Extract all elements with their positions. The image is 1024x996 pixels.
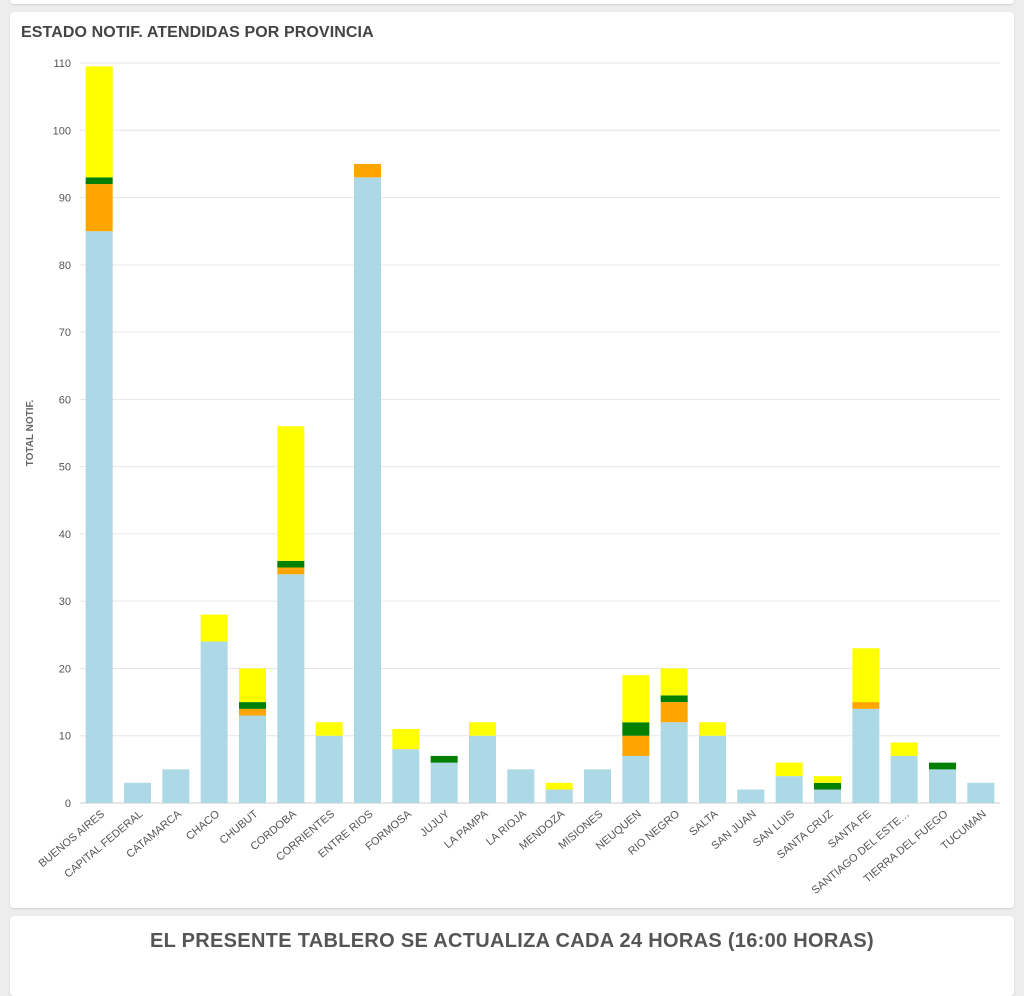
bar-segment [699, 735, 726, 803]
chart-panel: ESTADO NOTIF. ATENDIDAS POR PROVINCIA 0 1… [10, 12, 1014, 908]
y-tick-label: 80 [59, 260, 71, 272]
bar-segment [124, 782, 151, 803]
bar-segment [852, 708, 880, 803]
bar-segment [469, 735, 496, 803]
x-tick-label: LA PAMPA [442, 808, 491, 852]
bar-segment [277, 567, 305, 575]
bar-segment [814, 789, 841, 803]
bar-segment [890, 755, 918, 803]
y-tick-label: 70 [59, 327, 71, 339]
y-tick-label: 100 [53, 125, 71, 137]
bar-segment [162, 769, 190, 803]
bar-segment [699, 722, 726, 736]
bar-segment [85, 66, 113, 178]
y-tick-label: 20 [59, 663, 71, 675]
bar-segment [239, 702, 266, 709]
x-tick-label: BUENOS AIRES [37, 808, 107, 870]
bar-segment [584, 769, 611, 803]
y-tick-label: 50 [59, 462, 71, 474]
bar-segment [545, 789, 573, 803]
previous-panel-edge [10, 0, 1014, 4]
y-tick-label: 0 [65, 798, 71, 810]
y-axis-title: TOTAL NOTIF. [25, 399, 36, 466]
bar-segment [354, 163, 381, 178]
bar-segment [85, 184, 113, 232]
bar-segment [277, 426, 305, 561]
y-tick-label: 30 [59, 596, 71, 608]
bar-segment [430, 755, 458, 763]
stacked-bar-chart: 0 10 20 30 40 50 60 70 80 90 100 110 TOTAL NOTIF. BUE… [25, 58, 1000, 897]
y-tick-label: 90 [59, 193, 71, 205]
footer-panel: EL PRESENTE TABLERO SE ACTUALIZA CADA 24… [10, 916, 1014, 996]
bar-segment [622, 722, 650, 736]
bar-segment [545, 782, 573, 790]
bar-segment [814, 782, 841, 790]
bar-segment [315, 722, 343, 736]
bar-segment [660, 722, 688, 803]
bar-segment [200, 614, 228, 642]
bar-segment [660, 702, 688, 723]
bar-segment [507, 769, 535, 803]
bar-segment [239, 715, 266, 803]
x-tick-label: SALTA [687, 808, 721, 839]
bar-segment [392, 729, 420, 750]
bar-segment [277, 560, 305, 568]
y-tick-label: 10 [59, 731, 71, 743]
bar-segment [737, 789, 765, 803]
update-notice: EL PRESENTE TABLERO SE ACTUALIZA CADA 24… [149, 930, 874, 952]
bar-segment [622, 675, 650, 723]
bar-segment [890, 742, 918, 756]
bar-segment [200, 641, 228, 803]
y-tick-label: 40 [59, 529, 71, 541]
bar-segment [315, 735, 343, 803]
x-tick-label: JUJUY [418, 808, 452, 840]
chart-title: ESTADO NOTIF. ATENDIDAS POR PROVINCIA [21, 24, 374, 41]
bar-segment [354, 177, 381, 803]
bar-segment [239, 708, 266, 716]
bar-segment [852, 702, 880, 709]
bar-segment [469, 722, 496, 736]
bar-segment [852, 648, 880, 703]
bar-segment [929, 769, 956, 803]
bar-segment [622, 735, 650, 756]
bar-segment [622, 755, 650, 803]
y-tick-label: 60 [59, 394, 71, 406]
bar-segment [775, 776, 803, 803]
bar-segment [814, 776, 841, 783]
bar-segment [929, 762, 956, 770]
y-tick-label: 110 [53, 58, 71, 70]
bar-segment [660, 695, 688, 703]
bar-segment [239, 668, 266, 703]
bar-segment [277, 574, 305, 803]
bar-segment [660, 668, 688, 696]
bar-segment [775, 762, 803, 777]
bar-segment [392, 749, 420, 803]
bar-segment [967, 782, 995, 803]
bar-segment [430, 762, 458, 803]
bar-segment [85, 231, 113, 803]
bar-segment [85, 177, 113, 185]
